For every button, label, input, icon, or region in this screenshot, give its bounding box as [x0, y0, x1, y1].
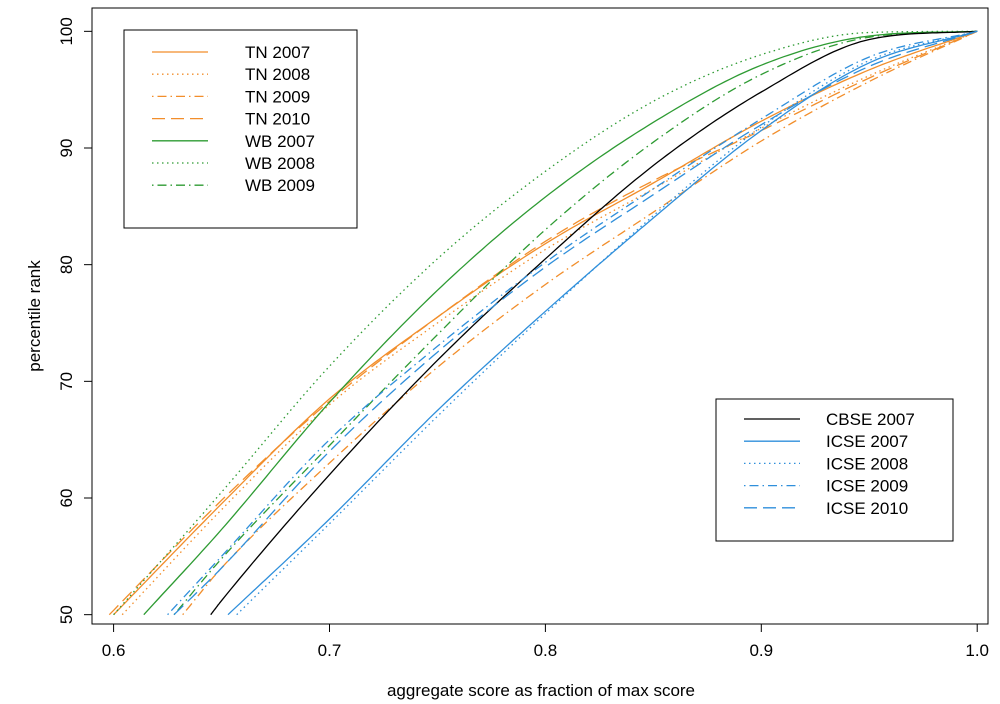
legend-top-left: TN 2007 TN 2008 TN 2009 TN 2010 WB 2007 WB 20… [123, 29, 358, 229]
y-tick-label: 100 [57, 17, 76, 45]
plot-frame [91, 7, 989, 625]
x-tick-label: 0.7 [318, 641, 342, 660]
legend-entry: WB 2008 [245, 154, 315, 173]
y-tick-label: 90 [57, 139, 76, 158]
y-tick-label: 50 [57, 605, 76, 624]
series-line-icse-2008 [236, 30, 978, 616]
x-tick-label: 1.0 [965, 641, 989, 660]
legend-entry: TN 2009 [245, 87, 310, 106]
series-line-tn-2010 [108, 30, 978, 616]
legend-entry: ICSE 2007 [826, 432, 908, 451]
y-axis-label: percentile rank [25, 260, 44, 372]
legend-bottom-right: CBSE 2007 ICSE 2007 ICSE 2008 ICSE 2009 ICSE… [715, 398, 954, 542]
legend-entry: CBSE 2007 [826, 410, 915, 429]
series-line-icse-2010 [173, 30, 978, 616]
legend-entry: TN 2007 [245, 43, 310, 62]
x-tick-label: 0.6 [102, 641, 126, 660]
legend-entry: TN 2008 [245, 65, 310, 84]
y-tick-label: 60 [57, 489, 76, 508]
series-line-icse-2009 [167, 30, 978, 616]
y-tick-label: 70 [57, 372, 76, 391]
x-tick-label: 0.9 [749, 641, 773, 660]
series-line-cbse-2007 [210, 30, 978, 616]
x-axis-label: aggregate score as fraction of max score [387, 681, 695, 700]
x-tick-label: 0.8 [534, 641, 558, 660]
series-line-tn-2009 [182, 30, 978, 616]
series-line-wb-2009 [173, 30, 978, 616]
legend-entry: WB 2009 [245, 176, 315, 195]
series-layer [108, 30, 978, 616]
legend-entry: WB 2007 [245, 132, 315, 151]
series-line-tn-2007 [113, 30, 978, 616]
legend-entry: ICSE 2010 [826, 499, 908, 518]
series-line-wb-2008 [113, 30, 978, 616]
legend-box [715, 398, 954, 542]
legend-entry: ICSE 2008 [826, 454, 908, 473]
legend-entry: ICSE 2009 [826, 477, 908, 496]
series-line-wb-2007 [143, 30, 978, 616]
y-tick-label: 80 [57, 255, 76, 274]
series-line-icse-2007 [227, 30, 978, 616]
series-line-tn-2008 [121, 30, 978, 616]
legend-box [123, 29, 358, 229]
x-axis: 0.6 0.7 0.8 0.9 1.0 [102, 624, 989, 660]
legend-entry: TN 2010 [245, 110, 310, 129]
y-axis: 50 60 70 80 90 100 [57, 17, 92, 624]
